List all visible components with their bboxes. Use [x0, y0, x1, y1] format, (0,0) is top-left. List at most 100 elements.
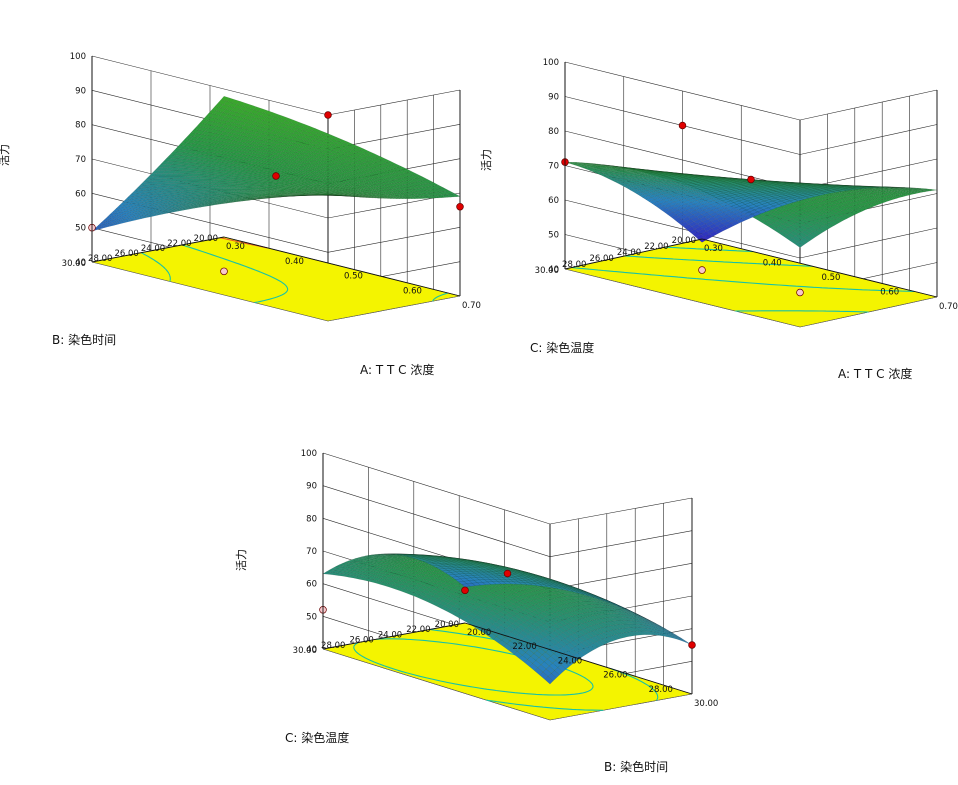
- design-point: [503, 569, 512, 578]
- design-point: [456, 202, 464, 211]
- y-tick-label: 24.00: [378, 630, 402, 640]
- y-tick-label: 24.00: [617, 248, 641, 258]
- chart-panel-2: 40 50 60 70 80 90 100 0.30 0.40 0.50 0.60 0.70 20.00…: [480, 58, 958, 381]
- design-point: [324, 111, 332, 119]
- y-tick-label: 28.00: [321, 641, 345, 651]
- z-gridline: [322, 485, 693, 558]
- z-tick-label: 100: [543, 58, 559, 68]
- z-tick-label: 100: [301, 449, 317, 459]
- z-tick-label: 70: [548, 162, 559, 172]
- floor-contours: [140, 237, 449, 304]
- y-axis-label: C: 染色温度: [530, 340, 594, 355]
- y-tick-label: 30.00: [62, 259, 86, 269]
- z-tick-label: 70: [306, 547, 317, 557]
- design-point: [796, 288, 804, 297]
- z-tick-label: 100: [70, 52, 86, 62]
- x-axis-label: A: T T C 浓度: [360, 362, 434, 377]
- x-tick-label: 0.40: [763, 259, 782, 269]
- y-tick-label: 30.00: [535, 266, 559, 276]
- z-gridline: [322, 452, 693, 525]
- y-tick-label: 26.00: [349, 636, 373, 646]
- x-tick-label: 0.60: [880, 288, 899, 298]
- z-tick-label: 60: [548, 196, 559, 206]
- z-tick-label: 40: [75, 258, 86, 268]
- design-point: [747, 175, 755, 184]
- x-tick-label: 24.00: [558, 656, 582, 666]
- x-tick-label: 26.00: [603, 671, 627, 681]
- axes: [322, 453, 693, 695]
- axis-line: [223, 236, 461, 297]
- contour-line: [140, 252, 171, 282]
- contour-line: [571, 266, 915, 313]
- axis-line: [91, 236, 225, 263]
- x-axis-label: B: 染色时间: [604, 759, 668, 774]
- x-tick-label: 0.60: [403, 286, 422, 296]
- response-surface: [564, 161, 938, 248]
- z-tick-label: 40: [548, 265, 559, 275]
- y-tick-label: 30.00: [293, 646, 317, 656]
- contour-line: [624, 255, 813, 267]
- z-tick-label: 80: [548, 127, 559, 137]
- y-axis-label: C: 染色温度: [285, 730, 349, 745]
- axis-line: [464, 622, 693, 695]
- x-tick-label: 0.30: [226, 242, 245, 252]
- z-tick-label: 60: [75, 189, 86, 199]
- z-axis-label: 活力: [0, 144, 11, 166]
- z-tick-label: 60: [306, 580, 317, 590]
- y-tick-label: 20.00: [672, 236, 696, 246]
- axis-line: [701, 238, 938, 298]
- x-tick-label: 20.00: [467, 628, 491, 638]
- z-axis-label: 活力: [235, 549, 248, 571]
- x-tick-label: 0.50: [344, 272, 363, 282]
- design-point: [220, 267, 228, 276]
- z-tick-label: 50: [306, 612, 317, 622]
- x-tick-label: 30.00: [694, 699, 718, 709]
- z-tick-label: 90: [548, 93, 559, 103]
- z-tick-label: 50: [548, 231, 559, 241]
- z-tick-label: 90: [75, 86, 86, 96]
- design-point: [272, 172, 280, 180]
- floor-contours: [353, 628, 659, 711]
- y-tick-label: 28.00: [562, 260, 586, 270]
- design-point: [678, 121, 687, 130]
- y-tick-label: 22.00: [406, 625, 430, 635]
- z-gridline: [564, 96, 938, 155]
- z-tick-label: 80: [306, 514, 317, 524]
- y-tick-label: 28.00: [88, 254, 112, 264]
- x-axis-label: A: T T C 浓度: [838, 366, 912, 381]
- z-tick-label: 70: [75, 155, 86, 165]
- design-point: [461, 586, 469, 595]
- floor-contours: [571, 246, 915, 313]
- z-tick-label: 40: [306, 645, 317, 655]
- chart-panel-3: 40 50 60 70 80 90 100 20.00 22.00 24.00 26.00 28.00…: [235, 449, 718, 774]
- z-gridline: [564, 61, 938, 121]
- z-tick-label: 90: [306, 482, 317, 492]
- z-gridline: [91, 55, 461, 116]
- y-tick-label: 26.00: [589, 254, 613, 264]
- y-tick-label: 20.00: [194, 234, 218, 244]
- y-tick-label: 26.00: [114, 249, 138, 259]
- x-tick-label: 28.00: [649, 685, 673, 695]
- contour-line: [664, 246, 753, 253]
- response-surface: [91, 96, 461, 232]
- z-tick-label: 80: [75, 121, 86, 131]
- y-tick-label: 22.00: [167, 239, 191, 249]
- x-tick-label: 0.30: [704, 244, 723, 254]
- x-tick-label: 0.70: [462, 301, 481, 311]
- design-point: [698, 266, 706, 274]
- z-tick-label: 50: [75, 224, 86, 234]
- chart-panel-1: 40 50 60 70 80 90 100 0.30 0.40 0.50 0.60 0.70 20.00…: [0, 52, 481, 377]
- y-tick-label: 20.00: [435, 620, 459, 630]
- x-tick-label: 0.50: [822, 273, 841, 283]
- y-tick-label: 22.00: [644, 242, 668, 252]
- z-axis-label: 活力: [480, 149, 493, 171]
- contour-line: [182, 244, 449, 304]
- axes: [91, 56, 461, 297]
- x-tick-label: 0.70: [939, 302, 958, 312]
- axis-line: [322, 622, 466, 650]
- y-axis-label: B: 染色时间: [52, 332, 116, 347]
- axis-line: [564, 238, 703, 270]
- axes: [564, 62, 938, 298]
- y-tick-label: 24.00: [141, 244, 165, 254]
